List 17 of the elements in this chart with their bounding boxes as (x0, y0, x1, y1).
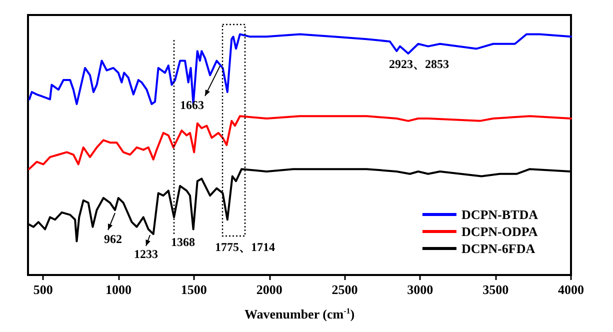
x-tick-label: 1500 (180, 282, 207, 297)
legend-label: DCPN-ODPA (461, 224, 538, 239)
annotation: 1775、1714 (215, 240, 275, 254)
legend-label: DCPN-BTDA (461, 207, 539, 222)
annotation: 1663 (180, 98, 204, 112)
x-tick-label: 500 (33, 282, 53, 297)
x-tick-label: 4000 (558, 282, 584, 297)
annotation: 1233 (134, 247, 158, 261)
legend-label: DCPN-6FDA (461, 241, 536, 256)
x-tick-label: 2500 (332, 282, 358, 297)
annotation: 2923、2853 (389, 57, 449, 71)
x-tick-label: 3000 (407, 282, 434, 297)
annotation: 1368 (171, 235, 195, 249)
annotation: 962 (104, 232, 122, 246)
x-tick-label: 2000 (256, 282, 282, 297)
x-tick-label: 1000 (106, 282, 132, 297)
x-tick-label: 3500 (482, 282, 509, 297)
